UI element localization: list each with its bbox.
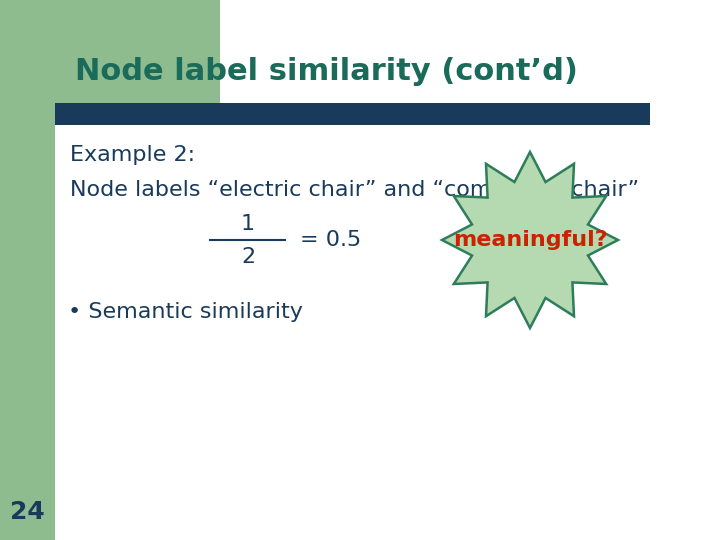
Text: Example 2:: Example 2: xyxy=(70,145,195,165)
Text: Node labels “electric chair” and “committee chair”: Node labels “electric chair” and “commit… xyxy=(70,180,639,200)
Text: • Semantic similarity: • Semantic similarity xyxy=(68,302,303,322)
Bar xyxy=(55,103,650,125)
Bar xyxy=(55,0,220,110)
Bar xyxy=(0,0,55,540)
Text: Node label similarity (cont’d): Node label similarity (cont’d) xyxy=(75,57,578,86)
Polygon shape xyxy=(442,152,618,328)
Text: 1: 1 xyxy=(241,214,255,234)
Text: = 0.5: = 0.5 xyxy=(300,230,361,250)
Text: meaningful?: meaningful? xyxy=(453,230,607,250)
Text: 2: 2 xyxy=(241,247,255,267)
Text: 24: 24 xyxy=(9,500,45,524)
